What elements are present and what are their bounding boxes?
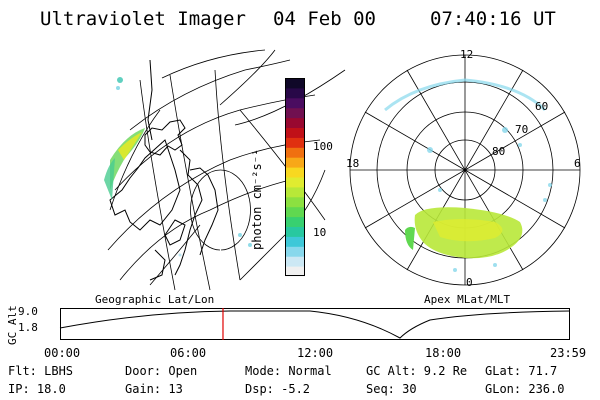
instrument-title: Ultraviolet Imager: [40, 8, 246, 30]
info-glon: GLon: 236.0: [485, 382, 565, 396]
mlt-label-6: 6: [574, 157, 581, 170]
timeline-ytick-bottom: 1.8: [18, 321, 38, 334]
colorbar-tick-10: 10: [313, 226, 327, 239]
info-mode: Mode: Normal: [245, 364, 332, 378]
mlt-label-12: 12: [460, 48, 474, 61]
geographic-label: Geographic Lat/Lon: [95, 293, 215, 306]
timeline-xtick-1200: 12:00: [297, 346, 334, 360]
mlat-label-80: 80: [492, 145, 506, 158]
timeline-plot: [59, 308, 571, 340]
info-gc-alt: GC Alt: 9.2 Re: [366, 364, 468, 378]
mlat-label-60: 60: [535, 100, 549, 113]
info-dsp: Dsp: -5.2: [245, 382, 311, 396]
info-glat: GLat: 71.7: [485, 364, 558, 378]
colorbar: [285, 78, 305, 277]
info-ip: IP: 18.0: [8, 382, 66, 396]
colorbar-unit-label: photon cm⁻²s⁻¹: [250, 148, 264, 250]
info-door: Door: Open: [125, 364, 198, 378]
timeline-ytick-top: 9.0: [18, 305, 38, 318]
colorbar-gradient: [285, 78, 305, 277]
timeline-xtick-0000: 00:00: [44, 346, 81, 360]
info-gain: Gain: 13: [125, 382, 183, 396]
geographic-map: [104, 49, 346, 291]
mlat-label-70: 70: [515, 123, 529, 136]
apex-polar-plot: [349, 54, 581, 286]
mlt-label-18: 18: [346, 157, 360, 170]
timeline-xtick-0600: 06:00: [170, 346, 207, 360]
mlt-label-0: 0: [466, 276, 473, 289]
info-filter: Flt: LBHS: [8, 364, 74, 378]
date-label: 04 Feb 00: [273, 8, 376, 30]
colorbar-tick-100: 100: [313, 140, 333, 153]
timeline-xtick-1800: 18:00: [425, 346, 462, 360]
info-seq: Seq: 30: [366, 382, 417, 396]
timeline-xtick-2359: 23:59: [550, 346, 587, 360]
time-label: 07:40:16 UT: [430, 8, 556, 30]
apex-label: Apex MLat/MLT: [424, 293, 511, 306]
